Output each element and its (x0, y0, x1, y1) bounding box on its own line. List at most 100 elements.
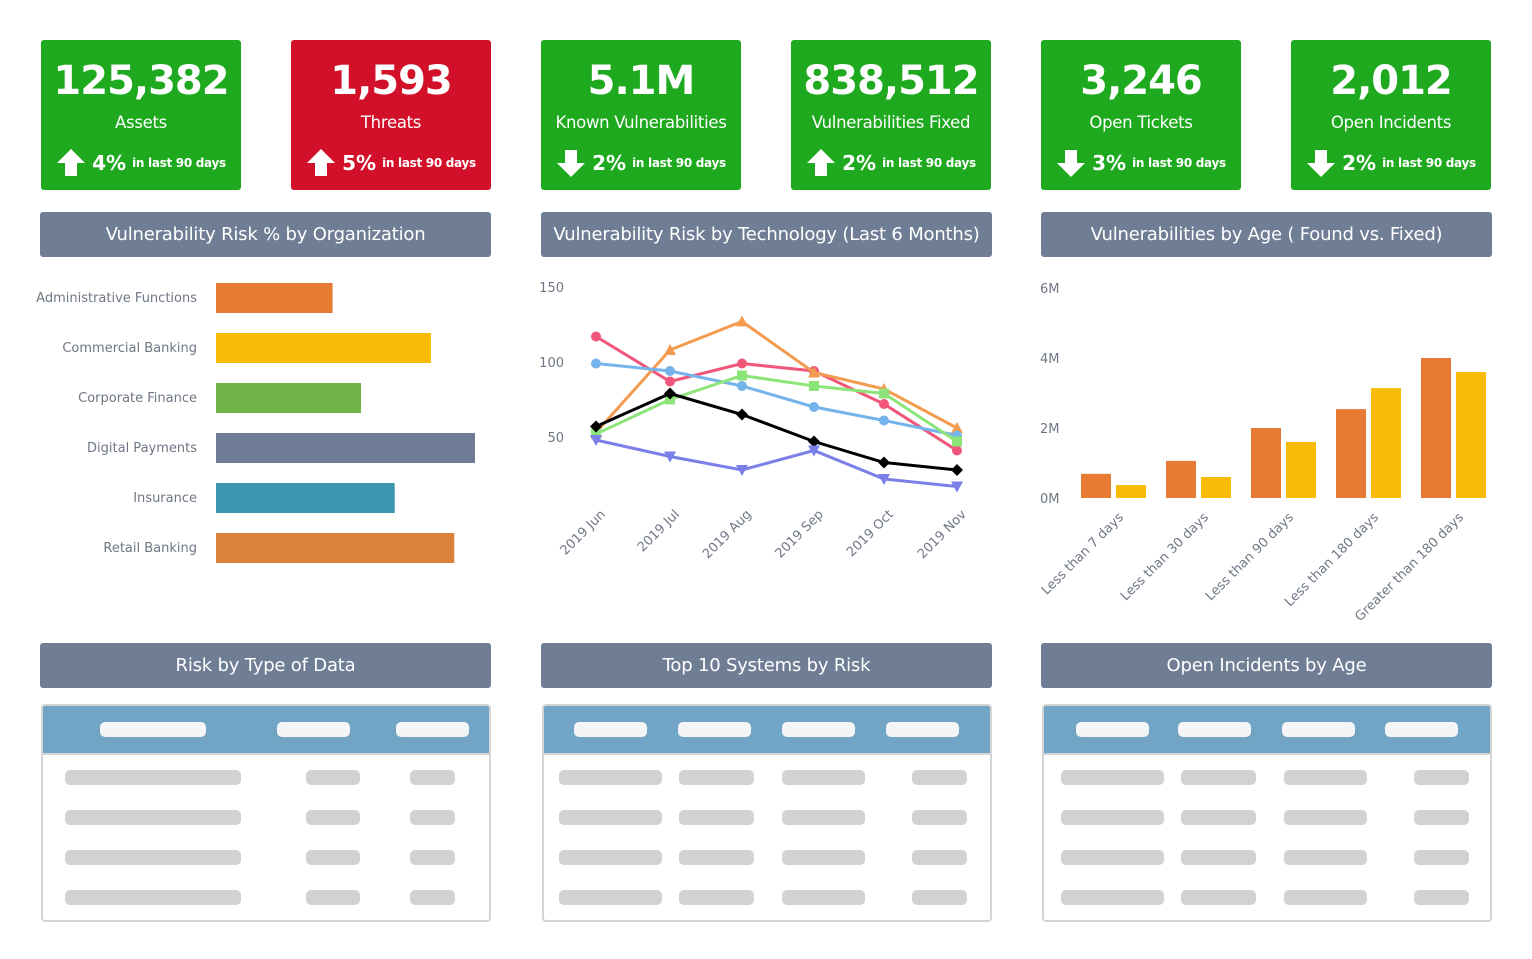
age-bar (1251, 428, 1281, 498)
age-bar (1166, 460, 1196, 498)
arrow-down-icon (557, 150, 586, 177)
kpi-value: 125,382 (53, 58, 229, 104)
cell-placeholder (679, 890, 754, 905)
cell-placeholder (912, 810, 967, 825)
x-tick-label: 2019 Jul (635, 507, 683, 555)
y-tick-label: 50 (547, 431, 564, 446)
series-line (595, 335, 958, 452)
cell-placeholder (1284, 850, 1367, 865)
cell-placeholder (410, 850, 455, 865)
kpi-percent: 3% (1092, 151, 1127, 175)
data-point (879, 415, 889, 426)
cell-placeholder (1061, 890, 1164, 905)
kpi-card[interactable]: 1,593 Threats 5% in last 90 days (291, 40, 491, 190)
data-point (737, 358, 747, 369)
y-tick-label: 2M (1040, 422, 1060, 437)
data-point (952, 445, 962, 456)
kpi-card[interactable]: 5.1M Known Vulnerabilities 2% in last 90… (541, 40, 741, 190)
cell-placeholder (1181, 890, 1256, 905)
x-tick-label: Less than 180 days (1282, 510, 1382, 610)
data-point (808, 366, 820, 378)
kpi-label: Vulnerabilities Fixed (811, 113, 971, 132)
bar-label: Retail Banking (103, 541, 197, 556)
data-point (591, 358, 601, 369)
x-tick-label: 2019 Nov (915, 507, 970, 562)
data-type-header: Risk by Type of Data (40, 643, 491, 688)
kpi-card[interactable]: 838,512 Vulnerabilities Fixed 2% in last… (791, 40, 991, 190)
kpi-value: 1,593 (330, 58, 453, 104)
org-bar (216, 333, 431, 363)
kpi-percent: 5% (342, 151, 377, 175)
kpi-value: 838,512 (803, 58, 979, 104)
data-point (879, 399, 889, 409)
cell-placeholder (1414, 890, 1469, 905)
header-placeholder (574, 722, 647, 737)
data-point (951, 422, 963, 433)
data-point (737, 370, 747, 381)
cell-placeholder (65, 890, 241, 905)
arrow-up-icon (807, 149, 836, 176)
kpi-card[interactable]: 125,382 Assets 4% in last 90 days (41, 40, 241, 190)
data-point (664, 387, 676, 400)
age-bar (1116, 485, 1146, 498)
x-tick-label: 2019 Oct (844, 507, 897, 560)
data-point (736, 408, 748, 421)
bar-label: Digital Payments (87, 441, 197, 456)
x-tick-label: 2019 Aug (700, 507, 755, 562)
header-placeholder (1178, 722, 1251, 737)
cell-placeholder (912, 770, 967, 785)
header-placeholder (1282, 722, 1355, 737)
cell-placeholder (65, 810, 241, 825)
cell-placeholder (65, 770, 241, 785)
kpi-label: Known Vulnerabilities (555, 113, 727, 132)
cell-placeholder (410, 810, 455, 825)
cell-placeholder (1284, 770, 1367, 785)
cell-placeholder (1284, 890, 1367, 905)
open-incidents-table (1042, 704, 1492, 922)
y-tick-label: 4M (1040, 352, 1060, 367)
data-point (878, 474, 890, 485)
x-tick-label: 2019 Jun (558, 507, 609, 558)
kpi-value: 3,246 (1080, 58, 1203, 104)
series-line (595, 373, 958, 443)
cell-placeholder (782, 890, 865, 905)
cell-placeholder (679, 770, 754, 785)
data-point (664, 451, 676, 463)
header-placeholder (1076, 722, 1149, 737)
cell-placeholder (559, 810, 662, 825)
header-placeholder (678, 722, 751, 737)
data-point (809, 402, 819, 412)
y-tick-label: 6M (1040, 282, 1060, 297)
cell-placeholder (679, 810, 754, 825)
kpi-trend: 3% in last 90 days (1041, 148, 1241, 178)
data-point (590, 435, 602, 446)
org-bar (216, 483, 395, 513)
arrow-up-icon (307, 149, 336, 176)
data-point (591, 429, 601, 439)
data-point (809, 381, 819, 391)
cell-placeholder (410, 890, 455, 905)
org-bar (216, 383, 362, 413)
y-tick-label: 0M (1040, 492, 1060, 507)
kpi-card[interactable]: 2,012 Open Incidents 2% in last 90 days (1291, 40, 1491, 190)
kpi-label: Open Tickets (1089, 113, 1193, 132)
org-bar (216, 433, 475, 463)
y-tick-label: 150 (539, 281, 564, 296)
data-point (808, 435, 820, 448)
data-point (591, 331, 601, 342)
cell-placeholder (1061, 810, 1164, 825)
header-placeholder (1385, 722, 1458, 737)
cell-placeholder (912, 850, 967, 865)
data-point (952, 436, 962, 447)
cell-placeholder (306, 810, 360, 825)
systems-header: Top 10 Systems by Risk (541, 643, 992, 688)
cell-placeholder (782, 850, 865, 865)
kpi-period: in last 90 days (382, 156, 476, 170)
kpi-card[interactable]: 3,246 Open Tickets 3% in last 90 days (1041, 40, 1241, 190)
header-placeholder (100, 722, 206, 737)
cell-placeholder (782, 770, 865, 785)
cell-placeholder (1181, 810, 1256, 825)
cell-placeholder (912, 890, 967, 905)
arrow-down-icon (1307, 150, 1336, 177)
data-point (879, 388, 889, 399)
